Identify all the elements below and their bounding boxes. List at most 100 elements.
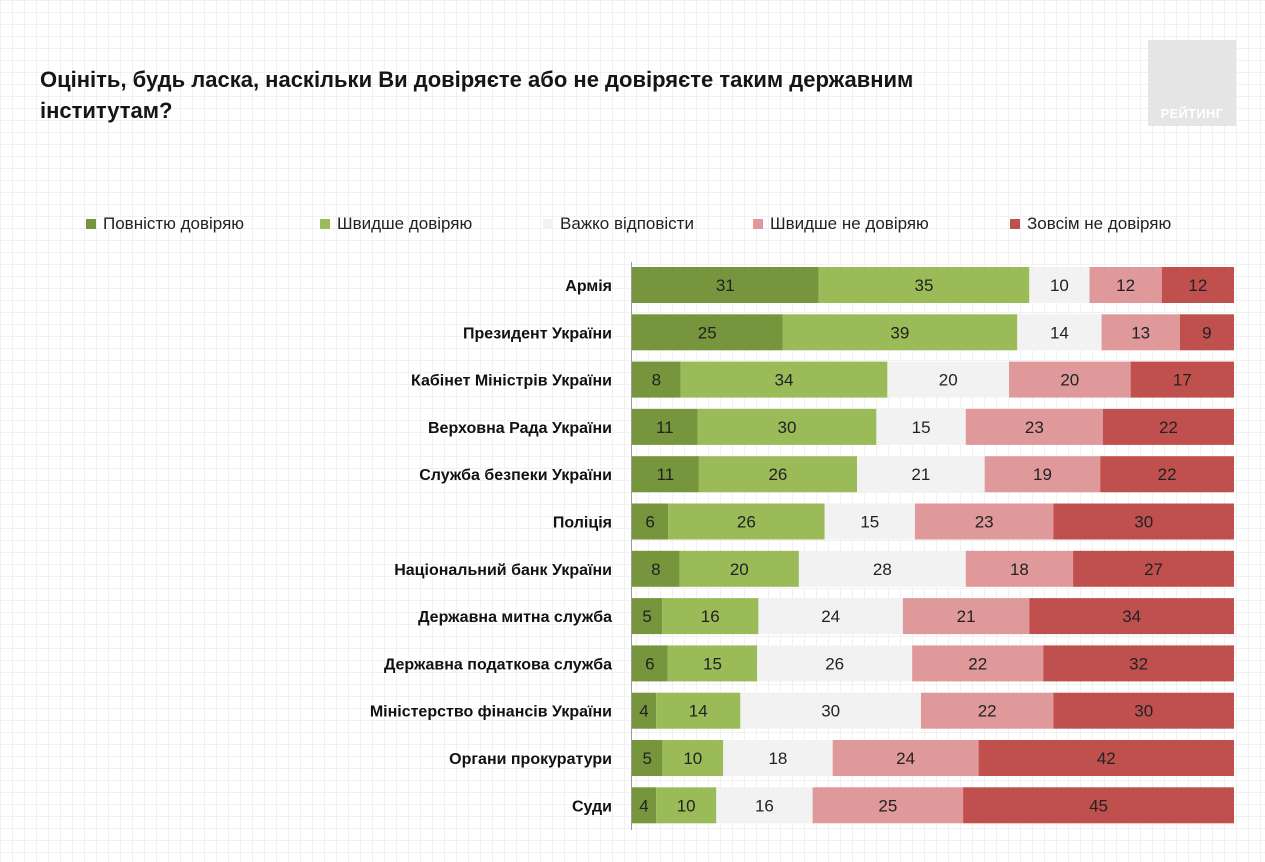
data-label-full-trust: 25 [698,323,717,342]
legend-label-hard-to-say: Важко відповісти [560,214,694,233]
bar-segment-rather-trust [662,598,759,635]
data-label-rather-distrust: 23 [1025,418,1044,437]
rating-logo-text: РЕЙТИНГ [1160,106,1224,121]
data-label-rather-trust: 30 [778,418,797,437]
data-label-hard-to-say: 16 [755,796,774,815]
bar-segment-full-trust [632,456,699,493]
data-label-rather-distrust: 22 [978,702,997,721]
data-label-rather-trust: 15 [703,654,722,673]
data-label-rather-trust: 26 [737,513,756,532]
data-label-rather-trust: 35 [915,276,934,295]
bar-segment-hard-to-say [723,740,833,776]
bar-segment-rather-trust [818,267,1030,303]
bar-segment-full-trust [632,408,698,445]
data-label-full-distrust: 27 [1144,560,1163,579]
bar-segment-full-distrust [1043,645,1234,682]
bar-segment-rather-distrust [1009,361,1131,398]
bar-segment-rather-distrust [965,408,1103,445]
data-label-full-trust: 4 [639,796,648,815]
data-label-rather-distrust: 18 [1010,560,1029,579]
bar-segment-full-distrust [963,787,1234,824]
data-label-rather-trust: 39 [890,323,909,342]
bar-segment-full-trust [632,598,663,635]
data-label-full-trust: 6 [645,654,654,673]
data-label-full-trust: 4 [639,702,648,721]
bar-segment-rather-trust [668,503,825,540]
legend-item-full-trust: Повністю довіряю [86,214,244,234]
bar-segment-full-distrust [1102,408,1234,445]
data-label-hard-to-say: 18 [768,749,787,768]
bar-segment-full-distrust [1053,692,1234,729]
bar-segment-full-distrust [1053,503,1234,540]
bar-segment-rather-distrust [832,740,979,776]
data-label-rather-trust: 14 [689,702,708,721]
data-label-rather-distrust: 23 [975,513,994,532]
data-label-rather-trust: 10 [683,749,702,768]
data-label-hard-to-say: 21 [911,465,930,484]
legend-swatch-rather-distrust [753,219,763,229]
bar-segment-full-trust [632,503,669,540]
bar-segment-rather-distrust [1101,314,1180,351]
legend-item-rather-trust: Швидше довіряю [320,214,472,234]
data-label-rather-distrust: 19 [1033,465,1052,484]
data-label-full-distrust: 22 [1158,465,1177,484]
chart-legend: Повністю довіряю Швидше довіряю Важко ві… [86,214,1206,238]
data-label-hard-to-say: 14 [1050,323,1069,342]
bar-segment-rather-trust [680,361,888,398]
bar-segment-rather-trust [679,550,799,587]
bar-segment-full-trust [632,361,681,398]
legend-item-hard-to-say: Важко відповісти [543,214,694,234]
legend-swatch-hard-to-say [543,219,553,229]
data-label-rather-distrust: 25 [878,796,897,815]
bar-segment-hard-to-say [716,787,813,824]
bar-segment-hard-to-say [876,408,966,445]
data-label-rather-trust: 20 [730,560,749,579]
bar-segment-full-distrust [1100,456,1234,493]
bar-segment-hard-to-say [758,598,903,635]
data-label-rather-distrust: 20 [1060,371,1079,390]
bar-segment-rather-trust [656,692,741,729]
bar-segment-rather-distrust [965,550,1074,587]
data-label-hard-to-say: 28 [873,560,892,579]
bar-segment-full-distrust [1161,267,1234,303]
category-label: Суди [572,798,612,815]
legend-label-rather-trust: Швидше довіряю [337,214,473,233]
legend-swatch-full-distrust [1010,219,1020,229]
bar-segment-rather-trust [698,456,857,493]
data-label-rather-distrust: 12 [1116,276,1135,295]
data-label-full-distrust: 22 [1159,418,1178,437]
data-label-full-trust: 5 [642,607,651,626]
bar-segment-hard-to-say [887,361,1010,398]
bar-segment-rather-trust [667,645,758,682]
data-label-full-trust: 8 [651,560,660,579]
category-label: Кабінет Міністрів України [411,373,612,390]
bar-segment-rather-distrust [914,503,1054,540]
data-label-rather-distrust: 21 [957,607,976,626]
data-label-hard-to-say: 30 [821,702,840,721]
bar-segment-full-distrust [1029,598,1234,635]
bar-segment-full-trust [632,645,668,682]
data-label-full-trust: 8 [652,371,661,390]
data-label-hard-to-say: 20 [939,371,958,390]
legend-swatch-rather-trust [320,219,330,229]
category-label: Національний банк України [394,562,612,579]
category-axis-line [631,262,632,830]
data-label-hard-to-say: 15 [912,418,931,437]
bar-segment-full-trust [632,314,783,351]
bar-segment-rather-distrust [920,692,1054,729]
data-label-rather-trust: 10 [677,796,696,815]
bar-segment-full-trust [632,267,819,303]
data-label-hard-to-say: 24 [821,607,840,626]
bar-segment-full-trust [632,692,657,729]
rating-logo: РЕЙТИНГ [1148,40,1236,126]
data-label-full-trust: 11 [656,418,674,437]
category-label: Служба безпеки України [419,467,612,484]
bar-segment-full-trust [632,550,680,587]
data-label-full-trust: 31 [716,276,735,295]
data-label-hard-to-say: 26 [825,654,844,673]
category-label: Верховна Рада України [428,420,612,437]
bar-segment-rather-trust [697,408,877,445]
data-label-full-distrust: 34 [1122,607,1141,626]
data-label-rather-trust: 26 [768,465,787,484]
